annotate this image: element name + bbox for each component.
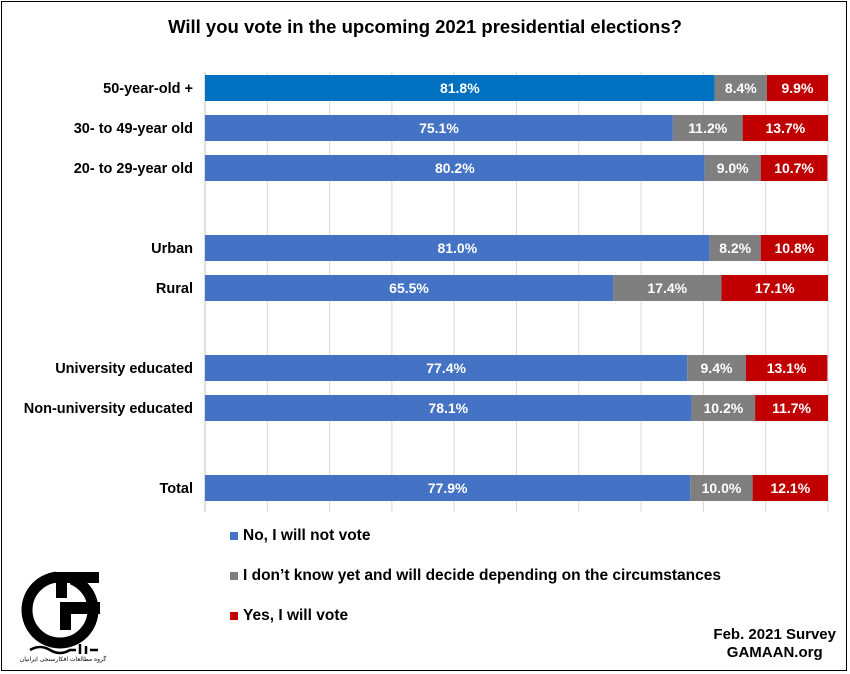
data-label-no: 77.9% <box>428 480 468 496</box>
gamaan-logo-icon <box>21 566 100 655</box>
bar-segment-dont-know <box>672 115 743 141</box>
data-label-dont-know: 8.2% <box>719 240 751 256</box>
category-label: 20- to 29-year old <box>74 161 193 177</box>
bar-segment-no <box>205 155 705 181</box>
data-label-yes: 12.1% <box>770 480 810 496</box>
legend: No, I will not vote I don’t know yet and… <box>230 526 721 646</box>
category-label: 30- to 49-year old <box>74 121 193 137</box>
data-label-no: 81.0% <box>437 240 477 256</box>
data-label-dont-know: 11.2% <box>688 120 727 136</box>
legend-item-no: No, I will not vote <box>230 526 721 546</box>
data-label-no: 80.2% <box>435 160 475 176</box>
legend-label-dont-know: I don’t know yet and will decide dependi… <box>243 567 721 584</box>
data-label-yes: 13.1% <box>767 360 807 376</box>
data-label-no: 77.4% <box>426 360 466 376</box>
bar-segment-no <box>205 395 692 421</box>
survey-info: Feb. 2021 Survey GAMAAN.org <box>713 626 836 662</box>
bar-segment-yes <box>752 475 828 501</box>
category-label: Rural <box>156 281 193 297</box>
bar-segment-dont-know <box>714 75 767 101</box>
category-label: Non-university educated <box>24 401 193 417</box>
legend-item-dont-know: I don’t know yet and will decide dependi… <box>230 566 721 586</box>
data-label-yes: 11.7% <box>772 400 811 416</box>
data-label-dont-know: 10.2% <box>703 400 743 416</box>
bar-segment-yes <box>760 235 828 261</box>
data-label-no: 75.1% <box>419 120 459 136</box>
bar-segment-yes <box>721 275 828 301</box>
legend-swatch-yes <box>230 612 238 620</box>
data-label-dont-know: 8.4% <box>725 80 757 96</box>
bar-segment-no <box>205 355 688 381</box>
bar-segment-yes <box>742 115 828 141</box>
bar-segment-yes <box>745 355 828 381</box>
bar-segment-dont-know <box>613 275 722 301</box>
bar-segment-dont-know <box>704 155 761 181</box>
logo-caption: گروه مطالعات افکارسنجی ایرانیان <box>19 656 107 663</box>
bar-segment-dont-know <box>687 355 746 381</box>
bar-segment-no <box>205 475 691 501</box>
bar-segment-dont-know <box>691 395 756 421</box>
data-label-dont-know: 10.0% <box>702 480 742 496</box>
bar-segment-no <box>205 235 710 261</box>
bar-segment-yes <box>760 155 828 181</box>
bar-segment-yes <box>766 75 828 101</box>
bar-segment-dont-know <box>709 235 761 261</box>
bar-segment-yes <box>755 395 828 421</box>
legend-label-no: No, I will not vote <box>243 527 371 544</box>
data-label-yes: 17.1% <box>755 280 795 296</box>
category-label: 50-year-old + <box>103 81 193 97</box>
bar-segment-no <box>205 115 673 141</box>
data-label-no: 65.5% <box>389 280 429 296</box>
survey-date: Feb. 2021 Survey <box>713 626 836 643</box>
survey-site: GAMAAN.org <box>726 644 823 661</box>
bar-segment-dont-know <box>690 475 753 501</box>
data-label-yes: 9.9% <box>782 80 814 96</box>
data-label-dont-know: 9.4% <box>701 360 733 376</box>
category-label: Total <box>159 481 193 497</box>
data-label-yes: 10.8% <box>775 240 815 256</box>
legend-swatch-no <box>230 532 238 540</box>
data-label-no: 78.1% <box>428 400 468 416</box>
bar-segment-no <box>205 75 715 101</box>
data-label-no: 81.8% <box>440 80 480 96</box>
data-label-dont-know: 9.0% <box>717 160 749 176</box>
data-label-yes: 10.7% <box>774 160 814 176</box>
legend-swatch-dont-know <box>230 572 238 580</box>
category-label: University educated <box>55 361 193 377</box>
category-label: Urban <box>151 241 193 257</box>
chart-title: Will you vote in the upcoming 2021 presi… <box>168 16 682 37</box>
legend-item-yes: Yes, I will vote <box>230 606 721 626</box>
data-label-dont-know: 17.4% <box>647 280 687 296</box>
data-label-yes: 13.7% <box>765 120 805 136</box>
bar-segment-no <box>205 275 614 301</box>
legend-label-yes: Yes, I will vote <box>243 607 349 624</box>
